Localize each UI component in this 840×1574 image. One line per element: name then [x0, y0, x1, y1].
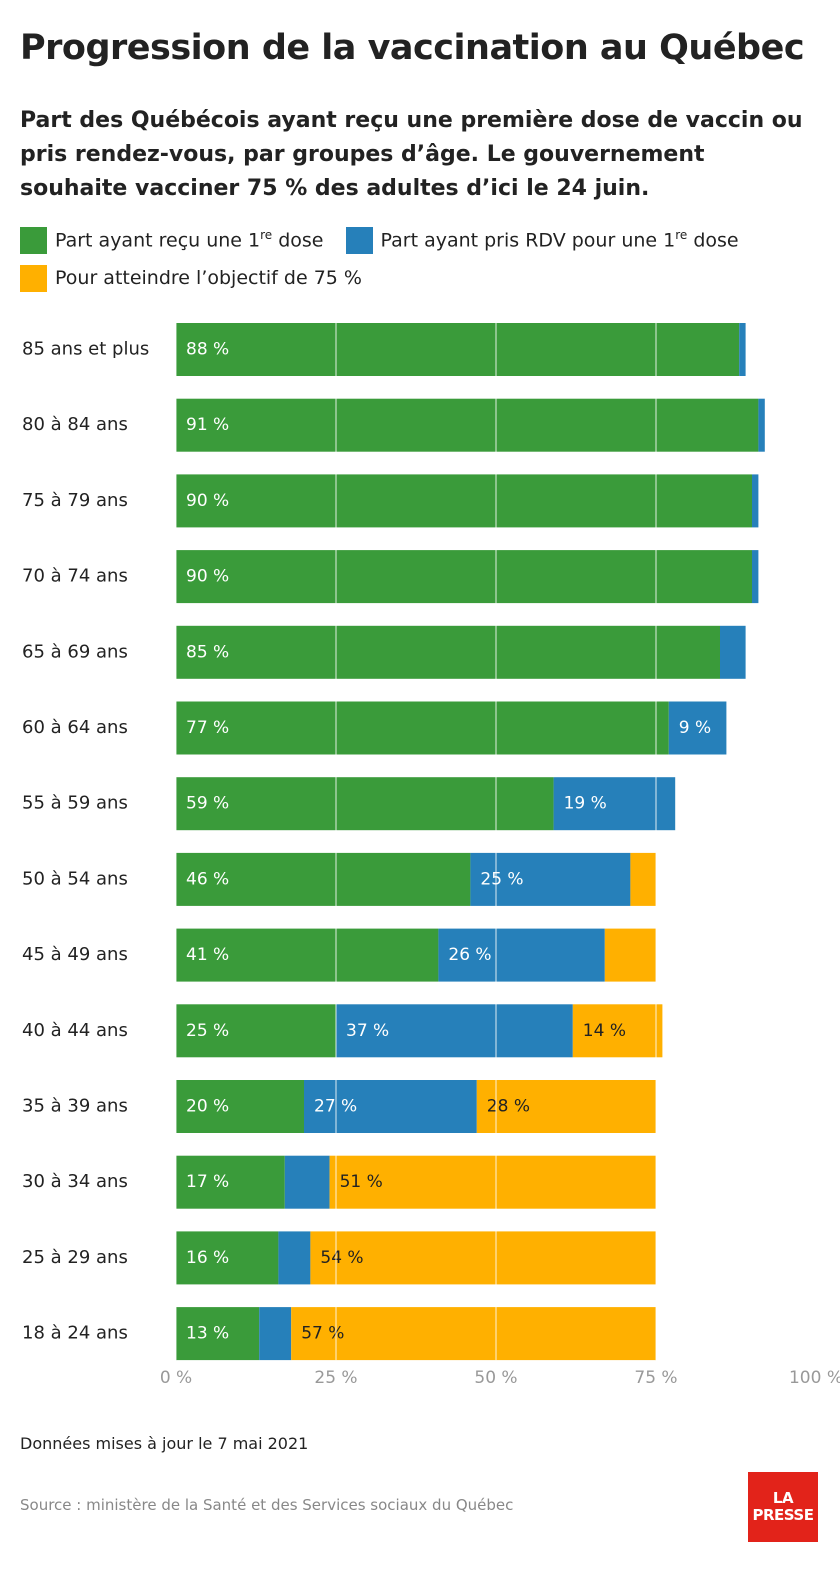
bar-segment: [176, 777, 554, 831]
x-tick-label: 25 %: [314, 1368, 357, 1388]
data-label: 37 %: [346, 1021, 389, 1041]
bar-segment: [476, 1080, 656, 1133]
bar-segment: [176, 852, 471, 906]
data-label: 90 %: [186, 567, 229, 587]
chart: 85 ans et plus 88 % 80 à 84 ans 91 % 75 à 79…: [22, 323, 840, 1388]
y-tick-label: 45 à 49 ans: [22, 944, 128, 965]
logo: LA PRESSE: [748, 1472, 818, 1542]
legend-label: Part ayant reçu une 1re dose: [55, 228, 324, 252]
bar-segment: [470, 852, 631, 906]
data-label: 19 %: [564, 794, 607, 814]
data-label: 20 %: [186, 1097, 229, 1117]
logo-line: PRESSE: [752, 1506, 814, 1524]
bar-segment: [438, 928, 605, 982]
data-label: 90 %: [186, 491, 229, 511]
bar-segment: [304, 1080, 477, 1133]
footnote: Données mises à jour le 7 mai 2021: [20, 1434, 309, 1453]
chart-title: Progression de la vaccination au Québec: [20, 28, 805, 68]
x-tick-label: 50 %: [474, 1368, 517, 1388]
y-tick-label: 75 à 79 ans: [22, 490, 128, 511]
bar-segment: [720, 625, 746, 679]
bar-segment: [291, 1307, 656, 1361]
bar-segment: [336, 1004, 573, 1058]
data-label: 59 %: [186, 794, 229, 814]
bar-segment: [176, 550, 752, 604]
data-label: 13 %: [186, 1324, 229, 1344]
y-tick-label: 50 à 54 ans: [22, 868, 128, 889]
data-label: 57 %: [301, 1324, 344, 1344]
data-label: 41 %: [186, 945, 229, 965]
bar-segment: [176, 474, 752, 528]
y-tick-label: 25 à 29 ans: [22, 1247, 128, 1268]
data-label: 17 %: [186, 1172, 229, 1192]
data-label: 77 %: [186, 718, 229, 738]
x-tick-label: 75 %: [634, 1368, 677, 1388]
data-label: 85 %: [186, 642, 229, 662]
data-label: 25 %: [186, 1021, 229, 1041]
bar-segment: [604, 928, 656, 982]
x-tick-label: 0 %: [160, 1368, 192, 1388]
bar-segment: [572, 1004, 663, 1058]
bar-segment: [758, 398, 765, 452]
bar-segment: [176, 1080, 304, 1133]
legend-item: Part ayant pris RDV pour une 1re dose: [345, 226, 739, 254]
data-label: 25 %: [480, 869, 523, 889]
bar-segment: [176, 701, 669, 755]
bar-segment: [310, 1231, 656, 1285]
legend-item: Pour atteindre l’objectif de 75 %: [20, 264, 362, 292]
data-label: 28 %: [487, 1097, 530, 1117]
legend-item: Part ayant reçu une 1re dose: [20, 226, 324, 254]
bar-segment: [278, 1231, 311, 1285]
y-tick-label: 70 à 74 ans: [22, 566, 128, 587]
logo-line: LA: [772, 1489, 794, 1507]
y-tick-label: 30 à 34 ans: [22, 1171, 128, 1192]
legend-swatch: [20, 226, 47, 254]
chart-subtitle: Part des Québécois ayant reçu une premiè…: [20, 108, 803, 201]
data-label: 51 %: [340, 1172, 383, 1192]
data-label: 14 %: [583, 1021, 626, 1041]
data-label: 54 %: [320, 1248, 363, 1268]
y-tick-label: 60 à 64 ans: [22, 717, 128, 738]
bar-segment: [752, 550, 759, 604]
bar-segment: [553, 777, 676, 831]
y-tick-label: 18 à 24 ans: [22, 1323, 128, 1344]
legend-label: Part ayant pris RDV pour une 1re dose: [380, 228, 739, 252]
bar-segment: [176, 1307, 260, 1361]
bar-segment: [176, 625, 720, 679]
data-label: 9 %: [679, 718, 711, 738]
bar-segment: [176, 1231, 279, 1285]
bar-segment: [752, 474, 759, 528]
bar-segment: [668, 701, 727, 755]
data-label: 91 %: [186, 415, 229, 435]
bar-segment: [259, 1307, 292, 1361]
data-label: 16 %: [186, 1248, 229, 1268]
y-tick-label: 65 à 69 ans: [22, 641, 128, 662]
y-tick-label: 55 à 59 ans: [22, 793, 128, 814]
y-tick-label: 85 ans et plus: [22, 339, 149, 360]
data-label: 26 %: [448, 945, 491, 965]
bar-segment: [176, 323, 740, 376]
bar-segment: [176, 1004, 336, 1058]
y-tick-label: 80 à 84 ans: [22, 414, 128, 435]
bar-segment: [176, 928, 439, 982]
y-tick-label: 40 à 44 ans: [22, 1020, 128, 1041]
bar-segment: [284, 1155, 330, 1209]
bar-segment: [739, 323, 746, 376]
legend-swatch: [345, 226, 373, 254]
y-tick-label: 35 à 39 ans: [22, 1096, 128, 1117]
legend-label: Pour atteindre l’objectif de 75 %: [55, 267, 362, 289]
data-label: 88 %: [186, 340, 229, 360]
x-tick-label: 100 %: [789, 1368, 840, 1388]
data-label: 46 %: [186, 869, 229, 889]
legend: Part ayant reçu une 1re dose Part ayant p…: [20, 226, 820, 292]
bar-segment: [176, 398, 759, 452]
legend-swatch: [20, 264, 47, 292]
bar-segment: [630, 852, 656, 906]
bar-segment: [176, 1155, 285, 1209]
source: Source : ministère de la Santé et des Se…: [20, 1496, 514, 1514]
bar-segment: [329, 1155, 656, 1209]
